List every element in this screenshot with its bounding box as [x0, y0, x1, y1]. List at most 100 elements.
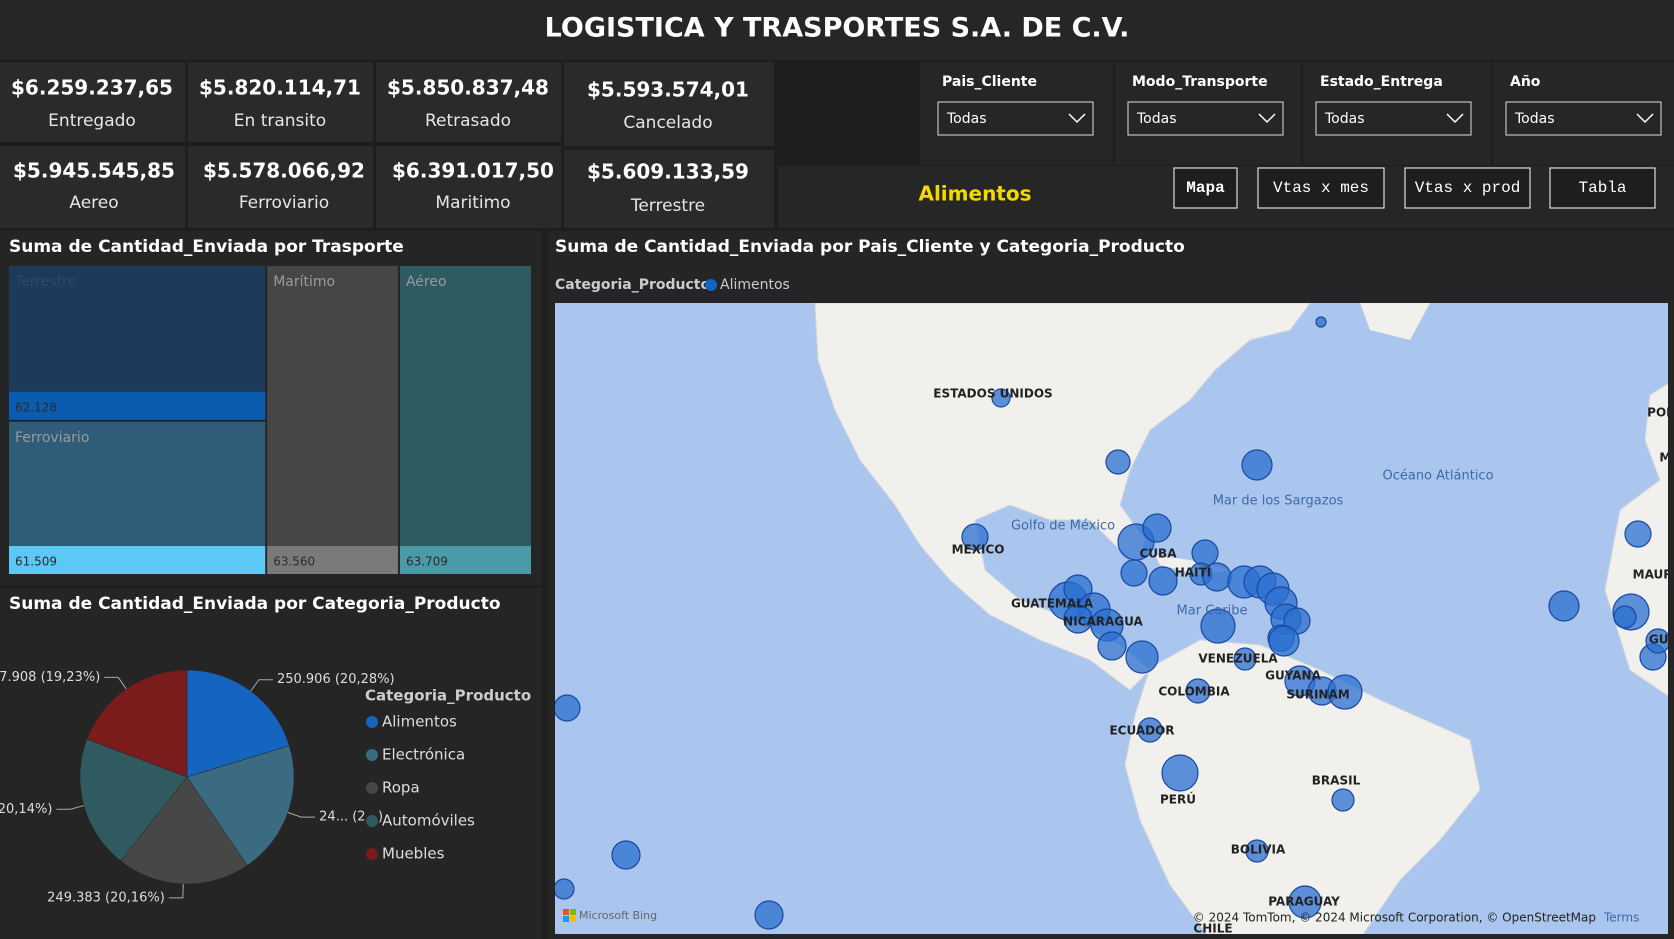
leader-line — [104, 676, 127, 690]
treemap-highlight — [9, 391, 266, 420]
map-label: CUBA — [1140, 547, 1178, 561]
map-label: SURINAM — [1286, 688, 1349, 702]
kpi-area: $6.259.237,65 Entregado $5.820.114,71 En… — [0, 62, 774, 228]
slicer-selection: Todas — [946, 111, 987, 127]
slicer-area — [920, 62, 1674, 165]
dropdown-chevron — [1258, 113, 1276, 124]
legend-swatch — [366, 815, 378, 827]
map-bubble — [1233, 647, 1257, 671]
map-label: ESTADOS UNIDOS — [933, 387, 1052, 401]
map-terms[interactable]: Terms — [1603, 911, 1639, 925]
kpi-value: $5.578.066,92 — [203, 159, 365, 183]
treemap-value-label: 62.128 — [15, 400, 57, 414]
nav-button-label: Tabla — [1578, 179, 1626, 197]
slicer-selection: Todas — [1514, 111, 1555, 127]
pie-value-label: 249.383 (20,16%) — [47, 890, 165, 905]
map-label: GUINE — [1649, 633, 1674, 647]
treemap-highlight — [267, 546, 398, 574]
map-bubble — [1142, 513, 1172, 543]
chart-title: Suma de Cantidad_Enviada por Categoria_P… — [9, 594, 501, 614]
nav-button[interactable] — [1173, 167, 1238, 209]
slicer-dropdown[interactable] — [937, 101, 1094, 136]
slicer-dropdown[interactable] — [1315, 101, 1472, 136]
pie-chart: 250.906 (20,28%)24... (2...)249.383 (20,… — [0, 669, 531, 905]
kpi-value: $5.609.133,59 — [587, 160, 749, 184]
nav-button[interactable] — [1549, 167, 1656, 209]
map-bubble — [1105, 449, 1131, 475]
chart-title: Suma de Cantidad_Enviada por Pais_Client… — [555, 237, 1185, 257]
kpi-label: Ferroviario — [239, 193, 329, 213]
kpi-label: En transito — [234, 111, 326, 131]
map-bubble — [1548, 590, 1580, 622]
slicer-selection: Todas — [1136, 111, 1177, 127]
map-label: GUATEMALA — [1011, 597, 1094, 611]
treemap-highlight — [399, 546, 531, 574]
map-bubble — [1241, 449, 1273, 481]
page-title: LOGISTICA Y TRASPORTES S.A. DE C.V. — [545, 13, 1130, 44]
map-bubble — [1624, 520, 1652, 548]
legend-swatch — [366, 716, 378, 728]
map-labels: ESTADOS UNIDOS MEXICO Golfo de México CU… — [933, 387, 1674, 936]
nav-button-label: Vtas x mes — [1273, 179, 1369, 197]
pie-slice — [86, 669, 188, 778]
kpi-card — [188, 62, 373, 142]
map-label: BOLIVIA — [1231, 843, 1286, 857]
legend-swatch — [366, 848, 378, 860]
map-label: CHILE — [1193, 922, 1232, 936]
map-label: PERÚ — [1160, 792, 1196, 807]
kpi-value: $5.820.114,71 — [199, 76, 361, 100]
treemap-category: Marítimo — [273, 274, 335, 290]
map-bubble — [1327, 674, 1363, 710]
kpi-card — [0, 62, 185, 142]
map-label: MEXICO — [952, 543, 1005, 557]
slicer-dropdown[interactable] — [1127, 101, 1284, 136]
kpi-label: Maritimo — [435, 193, 510, 213]
legend-label: Alimentos — [382, 713, 457, 731]
map-label: Océano Atlántico — [1382, 469, 1493, 484]
map-bubble — [1125, 640, 1159, 674]
kpi-card — [564, 150, 774, 228]
map-label: VENEZUELA — [1198, 652, 1278, 666]
map-bubble — [961, 523, 989, 551]
map-label: MAURITANIA — [1633, 568, 1674, 582]
leader-line — [168, 883, 184, 899]
buttons: Mapa Vtas x mes Vtas x prod Tabla — [1173, 167, 1656, 209]
map-bubble — [555, 878, 575, 900]
leader-line — [287, 812, 316, 818]
bing-logo — [563, 909, 569, 915]
header — [0, 0, 1674, 60]
kpi-label: Cancelado — [623, 113, 712, 133]
map-label: Golfo de México — [1011, 519, 1115, 534]
bing-logo — [570, 916, 576, 922]
chart-title: Suma de Cantidad_Enviada por Trasporte — [9, 237, 404, 257]
kpi-card — [188, 146, 373, 228]
map-bubble — [1645, 628, 1668, 654]
nav-button[interactable] — [1404, 167, 1531, 209]
map-bubble — [1200, 608, 1236, 644]
leader-line — [250, 679, 273, 692]
legend-title: Categoria_Producto — [555, 277, 710, 293]
legend-swatch — [705, 279, 717, 291]
slicers: Pais_Cliente Todas Modo_Transporte Todas Est… — [937, 62, 1662, 165]
kpi-card — [376, 62, 561, 142]
legend-title: Categoria_Producto — [365, 687, 531, 705]
map-bubbles — [555, 316, 1668, 930]
slicer-label: Estado_Entrega — [1320, 74, 1443, 90]
nav-button[interactable] — [1257, 167, 1385, 209]
treemap-tile — [267, 266, 398, 574]
slicer-dropdown[interactable] — [1505, 101, 1662, 136]
map-bubble — [1331, 788, 1355, 812]
kpi-card — [0, 146, 185, 228]
map-bubble — [1245, 839, 1269, 863]
slicer-selection: Todas — [1324, 111, 1365, 127]
kpi-label: Terrestre — [630, 196, 705, 216]
map-label: HAITÍ — [1175, 565, 1212, 580]
nav-button-label: Mapa — [1186, 179, 1225, 197]
map-label: BRASIL — [1312, 774, 1361, 788]
map-bubble — [1191, 539, 1219, 567]
treemap: Terrestre 62.128 Ferroviario 61.509 Marítimo… — [9, 266, 531, 574]
treemap-value-label: 63.560 — [273, 555, 315, 569]
kpi-label: Aereo — [69, 193, 118, 213]
pie-value-label: 249.138 (20,14%) — [0, 802, 52, 817]
